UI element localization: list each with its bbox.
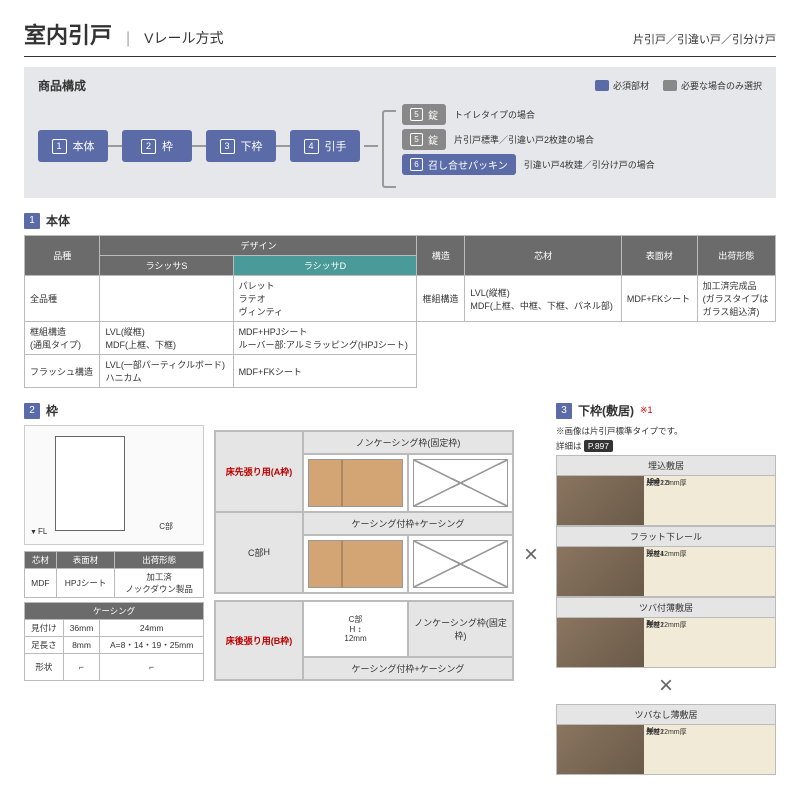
sec3-note2: 詳細は [556, 441, 582, 451]
legend-required: 必須部材 [613, 79, 649, 92]
branch-row: 5錠トイレタイプの場合 [402, 104, 655, 125]
frame-type-grid: 床先張り用(A枠) ノンケーシング枠(固定枠) C部H ケーシング付枠+ケーシン… [214, 430, 514, 594]
page-variants: 片引戸／引違い戸／引分け戸 [633, 31, 776, 47]
cross-img-2 [408, 535, 513, 593]
page-header: 室内引戸 | Vレール方式 片引戸／引違い戸／引分け戸 [24, 18, 776, 57]
section-title-1: 本体 [46, 212, 70, 229]
branch-row: 6召し合せパッキン引違い戸4枚建／引分け戸の場合 [402, 154, 655, 175]
legend: 必須部材 必要な場合のみ選択 [595, 79, 762, 92]
config-panel: 商品構成 必須部材 必要な場合のみ選択 1本体 2枠 3下枠 4引手 5錠トイレタイプ… [24, 67, 776, 198]
sill-item: ツバなし薄敷居14 段差2 a 床材12mm厚 [556, 704, 776, 775]
section-title-2: 枠 [46, 402, 58, 419]
sec3-note1: ※画像は片引戸標準タイプです。 [556, 425, 776, 437]
table-body: 品種デザイン構造芯材表面材出荷形態ラシッサSラシッサD全品種パレット ラテオ ヴ… [24, 235, 776, 388]
page-ref: P.897 [584, 440, 613, 452]
section-num-3: 3 [556, 403, 572, 419]
casing-table: ケーシング 見付け36mm24mm 足長さ8mmA=8・14・19・25mm 形… [24, 602, 204, 681]
flow-diagram: 1本体 2枠 3下枠 4引手 5錠トイレタイプの場合 5錠片引戸標準／引違い戸2枚建の場… [38, 104, 762, 188]
b-diagram: C部H ↕12mm [303, 601, 408, 657]
frame-diagram: FL C部 [24, 425, 204, 545]
frame-type-grid-b: 床後張り用(B枠) C部H ↕12mm ノンケーシング枠(固定枠) ケーシング付… [214, 600, 514, 681]
a-frame-label: 床先張り用(A枠) [215, 431, 303, 512]
c-part: C部 [248, 546, 264, 559]
c-label: C部 [159, 521, 173, 532]
page-title: 室内引戸 [24, 18, 112, 50]
flow-box-3: 3下枠 [206, 130, 276, 162]
col-noncasing: ノンケーシング枠(固定枠) [303, 431, 513, 454]
ref-note: ※1 [640, 405, 653, 416]
b-frame-label: 床後張り用(B枠) [215, 601, 303, 680]
branch-row: 5錠片引戸標準／引違い戸2枚建の場合 [402, 129, 655, 150]
section-num-1: 1 [24, 213, 40, 229]
cross-img-1 [408, 454, 513, 512]
multiply-icon: × [659, 672, 673, 699]
swatch-required [595, 80, 609, 91]
flow-box-2: 2枠 [122, 130, 192, 162]
col-casing: ケーシング付枠+ケーシング [303, 512, 513, 535]
flow-box-4: 4引手 [290, 130, 360, 162]
sill-item: フラット下レール段差4 51 床材12mm厚 [556, 526, 776, 597]
b-col-noncasing: ノンケーシング枠(固定枠) [408, 601, 513, 657]
page-subtitle: Vレール方式 [144, 28, 223, 48]
h-dim: H [264, 547, 271, 557]
multiply-icon: × [524, 541, 538, 569]
section-title-3: 下枠(敷居) [578, 402, 634, 419]
frame-spec-table: 芯材表面材出荷形態 MDFHPJシート加工済 ノックダウン製品 [24, 551, 204, 598]
swatch-optional [663, 80, 677, 91]
sill-item: ツバ付薄敷居14 段差2 7 a 7 床材12mm厚 [556, 597, 776, 668]
b-col-casing: ケーシング付枠+ケーシング [303, 657, 513, 680]
flow-box-1: 1本体 [38, 130, 108, 162]
title-divider: | [126, 30, 130, 48]
legend-optional: 必要な場合のみ選択 [681, 79, 762, 92]
door-img-1 [303, 454, 408, 512]
config-title: 商品構成 [38, 77, 86, 94]
bracket-icon [382, 110, 396, 188]
door-img-2 [303, 535, 408, 593]
section-num-2: 2 [24, 403, 40, 419]
fl-label: FL [30, 527, 47, 536]
sill-item: 埋込敷居段差2.5 19.1 12.8 19.1 床材12mm厚 [556, 455, 776, 526]
